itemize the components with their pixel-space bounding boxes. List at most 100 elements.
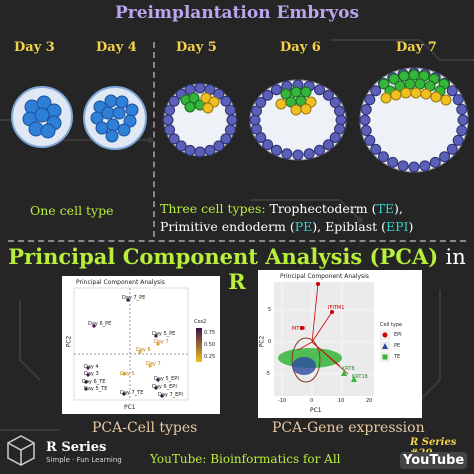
te-cell (334, 105, 346, 117)
te-cell (194, 82, 206, 94)
gene-legend-title: Cell type (380, 322, 403, 328)
label-day6-te: Day 6_TE (82, 379, 106, 385)
y-tick-3: -5 (265, 371, 270, 377)
te-cell (250, 123, 262, 135)
day-4-label: Day 4 (96, 40, 137, 55)
legend-epi: EPI (394, 332, 402, 338)
day-6-embryo (249, 79, 347, 161)
te-cell (457, 114, 469, 126)
day-5-label: Day 5 (176, 40, 217, 55)
te-cell (224, 104, 236, 116)
te-cell (360, 104, 372, 116)
cell-point (84, 387, 88, 391)
cos2-tick-3: 0.25 (204, 354, 216, 360)
y-tick-2: 0 (268, 339, 272, 345)
te-abbr: TE (376, 201, 394, 216)
te-cell (184, 144, 196, 156)
gene-label-krt18: KRT18 (352, 374, 368, 380)
te-cell (314, 144, 325, 156)
te-close: ), (393, 201, 403, 216)
te-cell (226, 114, 238, 126)
cell-plot-title: Principal Component Analysis (76, 279, 165, 286)
caption-gene-expression: PCA-Gene expression (272, 420, 425, 436)
te-cell (439, 151, 451, 163)
te-cell (314, 84, 325, 96)
day-7-embryo (359, 67, 469, 173)
te-cell (292, 149, 304, 161)
cell-point (154, 386, 158, 390)
gene-label-ifitm1: IFITM1 (328, 305, 345, 311)
te-cell (329, 132, 341, 143)
cell-point (122, 372, 126, 376)
legend-te: TE (394, 354, 401, 360)
x-tick-4: 20 (366, 398, 373, 404)
cell-point (122, 392, 126, 396)
label-day7-epi: Day 7_EPI (158, 392, 183, 398)
label-day7-te: Day 7_TE (120, 390, 144, 396)
te-cell (168, 95, 180, 107)
te-cell (168, 133, 180, 145)
te-cell (360, 124, 372, 136)
pe-abbr: PE (294, 219, 313, 234)
te-cell (408, 161, 420, 173)
section-divider (8, 240, 466, 242)
te-cell (419, 160, 431, 172)
te-cell (255, 132, 267, 143)
label-day5-epi: Day 5_EPI (154, 376, 179, 382)
te-cell (370, 143, 382, 155)
te-cell (303, 148, 315, 160)
te-cell (429, 156, 441, 168)
te-cell (271, 144, 282, 156)
r-series-tagline: Simple · Fun Learning (46, 456, 122, 464)
te-cell (446, 85, 458, 97)
te-cell (262, 89, 274, 101)
te-cell (364, 94, 376, 106)
te-cell (271, 84, 282, 96)
te-cell (213, 140, 225, 152)
te-cell (194, 146, 206, 158)
cell-point (148, 364, 152, 368)
label-day7-pe: Day 7_PE (122, 295, 146, 301)
label-day6-pe: Day 6_PE (88, 321, 112, 327)
label-day5-pe: Day 5_PE (152, 331, 176, 337)
te-cell (255, 97, 267, 108)
cell-point (86, 366, 90, 370)
pca-title: Principal Component Analysis (PCA) in R (0, 244, 474, 294)
label-day7-b: Day 7 (146, 361, 161, 367)
cell-point (154, 334, 158, 338)
cell-point (126, 298, 130, 302)
page-title: Preimplantation Embryos (114, 3, 360, 23)
te-cell (364, 134, 376, 146)
epi-abbr: EPI (386, 219, 409, 234)
cell-point (156, 342, 160, 346)
label-day4: Day 4 (84, 364, 99, 370)
te-cell (397, 160, 409, 172)
te-cell (164, 124, 176, 136)
caption-cell-types: PCA-Cell types (92, 420, 198, 436)
three-cell-types-text: Three cell types: Trophectoderm (TE), Pr… (160, 200, 472, 236)
te-cell (175, 140, 187, 152)
cell-point (156, 378, 160, 382)
te-cell (224, 124, 236, 136)
label-day6: Day 6 (136, 347, 151, 353)
youtube-logo: YouTube (400, 452, 468, 469)
pca-title-main: Principal Component Analysis (PCA) (8, 244, 439, 269)
pca-gene-plot: Principal Component Analysis PC1 PC2 IFI… (258, 270, 422, 418)
cell-point (92, 324, 96, 328)
te-cell (370, 85, 382, 97)
pe-text: Primitive endoderm ( (160, 219, 295, 234)
cos2-tick-1: 0.75 (204, 330, 216, 336)
cos2-legend-title: Cos2 (194, 319, 207, 325)
cell-plot-area (73, 287, 202, 401)
day-7-label: Day 7 (396, 40, 437, 55)
one-cell-type-text: One cell type (30, 203, 114, 218)
gene-label-krt8: KRT8 (342, 366, 355, 372)
te-cell (281, 148, 293, 160)
te-cell (456, 124, 468, 136)
te-cell (377, 151, 389, 163)
te-cell (335, 114, 347, 126)
label-day6-epi: Day 6_EPI (152, 384, 177, 390)
te-cell (213, 88, 225, 100)
y-tick-1: 5 (268, 307, 272, 313)
